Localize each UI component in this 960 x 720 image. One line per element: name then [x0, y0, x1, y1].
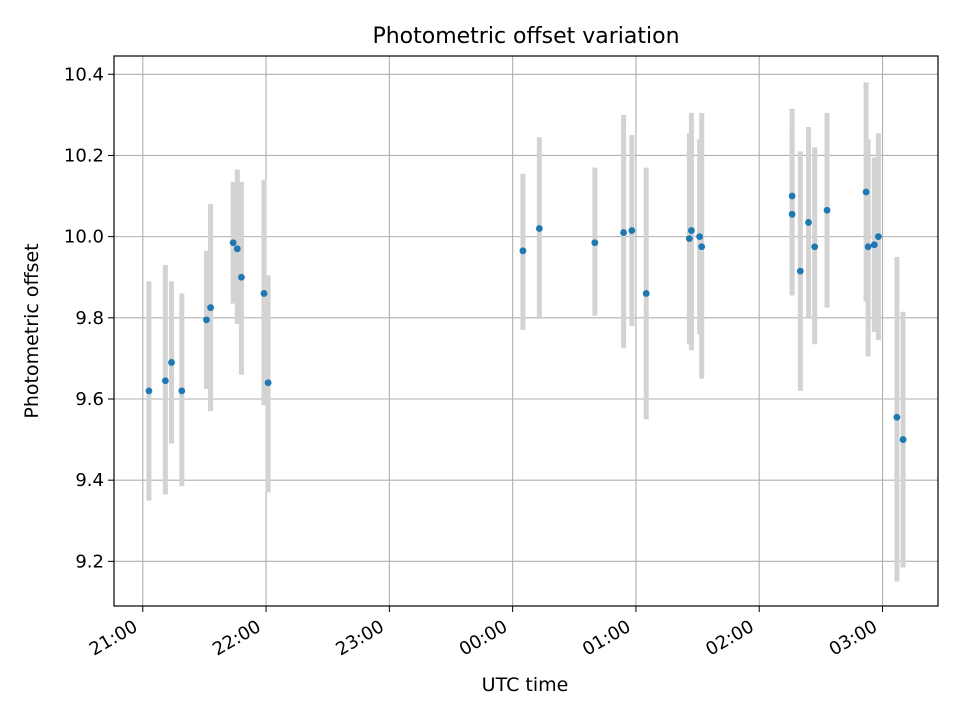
data-point: [696, 233, 704, 241]
y-tick-label: 9.8: [75, 308, 104, 329]
data-point: [519, 247, 527, 255]
data-point: [178, 387, 186, 395]
data-point: [788, 192, 796, 200]
data-point: [823, 206, 831, 214]
data-point: [805, 219, 812, 226]
data-point: [642, 290, 650, 297]
data-point: [145, 387, 153, 395]
data-point: [864, 243, 872, 251]
data-point: [229, 239, 237, 247]
x-axis-label: UTC time: [482, 674, 569, 696]
data-point: [698, 243, 706, 251]
data-point: [535, 225, 543, 232]
data-point: [161, 377, 169, 385]
data-point: [862, 188, 870, 196]
data-point: [620, 229, 628, 236]
data-point: [168, 359, 175, 366]
data-point: [260, 290, 268, 297]
data-point: [899, 436, 907, 443]
data-point: [796, 267, 804, 275]
data-points: [145, 188, 907, 443]
chart-title: Photometric offset variation: [372, 24, 679, 49]
data-point: [685, 235, 693, 243]
data-point: [875, 233, 882, 241]
y-tick-label: 10.2: [64, 145, 104, 166]
y-tick-label: 10.0: [64, 227, 104, 248]
data-point: [870, 241, 878, 249]
data-point: [591, 239, 599, 247]
y-tick-label: 9.6: [75, 389, 104, 410]
data-point: [688, 227, 695, 234]
y-axis-label: Photometric offset: [21, 243, 43, 418]
y-tick-label: 9.2: [75, 551, 104, 572]
data-point: [893, 413, 901, 421]
plot-frame: [113, 55, 939, 607]
data-point: [207, 304, 214, 312]
data-point: [233, 245, 241, 253]
y-tick-label: 10.4: [64, 64, 104, 85]
data-point: [264, 379, 272, 387]
data-point: [628, 227, 636, 234]
data-point: [811, 243, 819, 251]
y-axis-ticks: 9.2 9.4 9.6 9.8 10.0 10.2 10.4: [64, 64, 114, 572]
data-point: [788, 210, 796, 218]
y-tick-label: 9.4: [75, 470, 104, 491]
data-point: [238, 273, 245, 281]
data-point: [203, 316, 210, 324]
